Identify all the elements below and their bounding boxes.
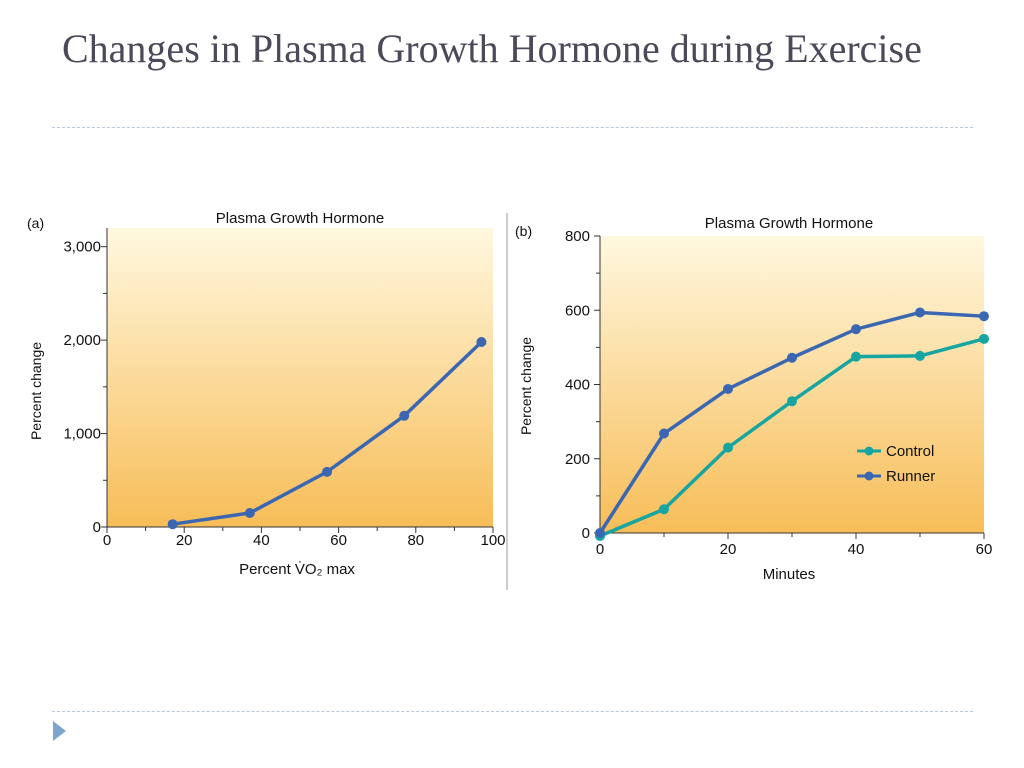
title-divider (52, 127, 973, 128)
chart-b-runner-point (915, 307, 925, 318)
chart-b-control-point (915, 350, 925, 361)
legend-control-label: Control (886, 443, 934, 460)
chart-a-x-tick-label: 0 (103, 532, 111, 549)
chart-b-runner-point (851, 324, 861, 335)
chart-a-y-tick-label: 0 (93, 519, 101, 536)
chart-a-data-marks (167, 336, 487, 530)
chart-b-runner-point (787, 352, 797, 363)
chart-a-x-tick-label: 80 (407, 532, 424, 549)
chart-b-x-tick-label: 20 (720, 541, 737, 558)
chart-a-x-tick-label: 60 (330, 532, 347, 549)
chart-b-y-tick-label: 600 (565, 302, 590, 319)
chart-a-title: Plasma Growth Hormone (216, 210, 384, 227)
chart-a-series-0-point (167, 519, 178, 530)
chart-a-series-0-point (322, 466, 333, 477)
chart-b-y-tick-label: 400 (565, 377, 590, 394)
legend-runner-marker (864, 471, 874, 481)
chart-a-series-0-point (244, 507, 255, 518)
next-slide-arrow-icon[interactable] (53, 721, 66, 741)
chart-a-y-tick-label: 3,000 (63, 239, 101, 256)
chart-b-x-tick-label: 40 (848, 541, 865, 558)
chart-a-x-tick-label: 40 (253, 532, 270, 549)
chart-a-x-tick-label: 100 (480, 532, 505, 549)
footer-divider (52, 711, 973, 712)
chart-a-y-tick-label: 2,000 (63, 332, 101, 349)
chart-a-y-tick-label: 1,000 (63, 426, 101, 443)
chart-b-x-tick-label: 60 (976, 541, 993, 558)
chart-b-x-tick-label: 0 (596, 541, 604, 558)
chart-a-series-0-point (399, 410, 410, 421)
chart-b-control-point (979, 333, 989, 344)
chart-b-control-point (723, 442, 733, 453)
chart-b-control-point (851, 351, 861, 362)
slide-title: Changes in Plasma Growth Hormone during … (62, 26, 922, 71)
chart-b-plot-background (600, 236, 984, 533)
chart-a-plot-background (107, 228, 493, 527)
chart-b-y-tick-label: 800 (565, 228, 590, 245)
chart-b-y-tick-label: 200 (565, 451, 590, 468)
chart-a-panel-label: (a) (27, 215, 44, 231)
chart-a-series-0-point (476, 336, 487, 347)
legend-control-marker (864, 446, 874, 456)
chart-b-runner-point (659, 428, 669, 439)
chart-panel-b: (b) Plasma Growth Hormone Percent change… (515, 215, 992, 583)
chart-b-runner-point (979, 311, 989, 322)
chart-b-runner-point (595, 528, 605, 538)
chart-panel-a: (a) Plasma Growth Hormone Percent change… (27, 210, 506, 578)
chart-a-x-tick-label: 20 (176, 532, 193, 549)
chart-a-y-axis-label: Percent change (28, 342, 44, 440)
chart-b-panel-label: (b) (515, 223, 532, 239)
chart-b-runner-point (723, 383, 733, 394)
chart-b-control-point (787, 396, 797, 407)
chart-b-legend: Control Runner (857, 443, 935, 485)
chart-b-control-point (659, 504, 669, 515)
chart-b-y-tick-label: 0 (582, 525, 590, 542)
chart-a-x-axis-label: Percent V̇O₂ max (239, 561, 355, 578)
chart-b-y-axis-label: Percent change (518, 337, 534, 435)
chart-b-data-marks (595, 307, 989, 541)
chart-b-title: Plasma Growth Hormone (705, 215, 873, 232)
legend-runner-label: Runner (886, 468, 935, 485)
chart-a-axes: 0 20 40 60 80 100 0 1,000 2,000 3,000 (63, 228, 506, 549)
chart-b-x-axis-label: Minutes (763, 566, 816, 583)
